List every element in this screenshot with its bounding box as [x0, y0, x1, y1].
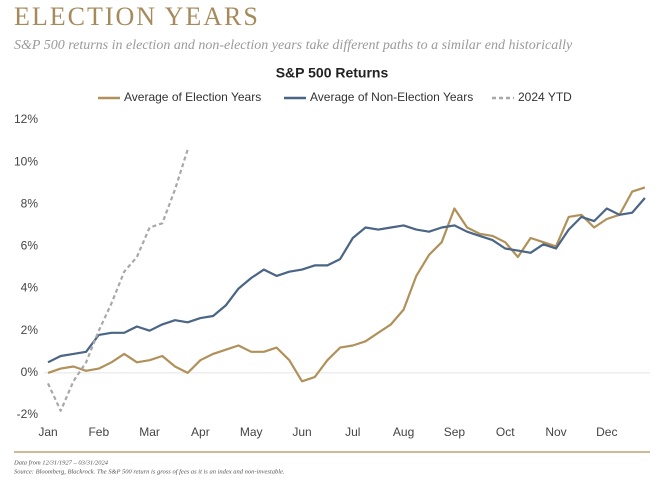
x-tick-label: Sep — [444, 425, 466, 439]
page-title: ELECTION YEARS — [14, 2, 260, 31]
x-tick-label: Oct — [496, 425, 515, 439]
y-tick-label: 4% — [21, 281, 39, 295]
x-tick-label: Apr — [191, 425, 210, 439]
series-line — [47, 149, 189, 412]
footnote: Data from 12/31/1927 – 03/31/2024 — [13, 459, 109, 466]
chart-title: S&P 500 Returns — [276, 65, 389, 81]
x-tick-label: May — [240, 425, 263, 439]
x-tick-label: Jan — [38, 425, 57, 439]
y-tick-label: -2% — [17, 407, 39, 421]
footnote: Source: Bloomberg, Blackrock. The S&P 50… — [14, 468, 285, 475]
x-tick-label: Dec — [596, 425, 617, 439]
series-line — [47, 197, 646, 364]
series-line — [47, 186, 646, 383]
y-tick-label: 8% — [21, 196, 39, 210]
y-tick-label: 12% — [14, 112, 38, 126]
legend-label: 2024 YTD — [518, 90, 572, 104]
y-tick-label: 2% — [21, 323, 39, 337]
legend-label: Average of Non-Election Years — [310, 90, 473, 104]
x-tick-label: Jul — [345, 425, 360, 439]
y-tick-label: 6% — [21, 239, 39, 253]
x-tick-label: Mar — [139, 425, 160, 439]
legend-label: Average of Election Years — [124, 90, 261, 104]
y-tick-label: 10% — [14, 154, 38, 168]
y-tick-label: 0% — [21, 365, 39, 379]
x-tick-label: Feb — [88, 425, 109, 439]
x-tick-label: Jun — [292, 425, 311, 439]
x-tick-label: Aug — [393, 425, 414, 439]
subtitle: S&P 500 returns in election and non-elec… — [14, 38, 573, 53]
x-tick-label: Nov — [545, 425, 566, 439]
